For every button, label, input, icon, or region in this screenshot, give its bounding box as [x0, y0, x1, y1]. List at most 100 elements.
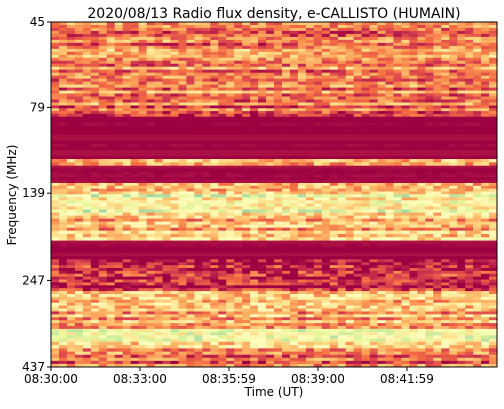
heatmap-cell [146, 197, 155, 201]
heatmap-cell [345, 180, 355, 184]
heatmap-cell [202, 48, 211, 53]
heatmap-cell [449, 224, 458, 229]
heatmap-cell [170, 84, 179, 88]
heatmap-cell [258, 125, 267, 130]
heatmap-cell [130, 276, 139, 280]
heatmap-cell [226, 143, 235, 148]
heatmap-cell [250, 180, 259, 184]
heatmap-cell [361, 102, 370, 106]
heatmap-cell [98, 230, 108, 235]
heatmap-cell [481, 63, 490, 68]
heatmap-cell [98, 72, 108, 77]
heatmap-cell [234, 60, 243, 65]
heatmap-cell [473, 262, 482, 266]
heatmap-cell [82, 140, 92, 145]
heatmap-cell [289, 111, 299, 115]
heatmap-cell [489, 146, 498, 151]
heatmap-cell [122, 140, 132, 145]
heatmap-cell [98, 183, 108, 187]
heatmap-cell [202, 218, 211, 223]
heatmap-cell [186, 162, 195, 167]
heatmap-cell [305, 39, 315, 44]
heatmap-cell [146, 282, 155, 286]
heatmap-cell [441, 174, 450, 178]
heatmap-cell [369, 221, 378, 226]
heatmap-cell [409, 237, 418, 241]
heatmap-cell [321, 149, 331, 154]
heatmap-cell [218, 72, 227, 77]
heatmap-cell [226, 27, 235, 32]
heatmap-cell [74, 273, 84, 278]
heatmap-cell [321, 60, 331, 65]
heatmap-cell [66, 111, 76, 115]
heatmap-cell [130, 183, 139, 187]
heatmap-cell [274, 69, 283, 74]
heatmap-cell [457, 200, 466, 204]
heatmap-cell [98, 131, 108, 136]
heatmap-cell [106, 131, 116, 136]
heatmap-cell [266, 249, 275, 254]
heatmap-cell [82, 90, 92, 94]
heatmap-cell [489, 259, 498, 263]
heatmap-cell [202, 230, 211, 235]
heatmap-cell [425, 78, 434, 83]
heatmap-cell [82, 218, 92, 223]
heatmap-cell [242, 218, 251, 223]
heatmap-cell [353, 128, 362, 133]
heatmap-cell [465, 279, 474, 283]
heatmap-cell [51, 218, 60, 223]
heatmap-cell [313, 243, 323, 248]
heatmap-cell [321, 87, 331, 91]
heatmap-cell [274, 137, 283, 142]
heatmap-cell [409, 177, 418, 181]
heatmap-cell [154, 113, 163, 118]
heatmap-cell [178, 60, 187, 65]
heatmap-cell [377, 72, 386, 77]
heatmap-cell [258, 188, 267, 192]
heatmap-cell [162, 230, 171, 235]
heatmap-cell [449, 22, 458, 26]
heatmap-cell [66, 265, 76, 269]
heatmap-cell [393, 63, 402, 68]
heatmap-cell [106, 256, 116, 260]
heatmap-cell [210, 209, 219, 214]
heatmap-cell [385, 36, 394, 41]
heatmap-cell [393, 246, 402, 251]
heatmap-cell [489, 273, 498, 278]
heatmap-cell [457, 224, 466, 229]
heatmap-cell [74, 78, 84, 83]
heatmap-cell [305, 96, 315, 100]
heatmap-cell [266, 156, 275, 160]
heatmap-cell [82, 265, 92, 269]
heatmap-cell [90, 209, 100, 214]
heatmap-cell [194, 191, 203, 195]
heatmap-cell [305, 230, 315, 235]
heatmap-cell [417, 33, 426, 38]
heatmap-cell [473, 66, 482, 71]
heatmap-cell [98, 33, 108, 38]
heatmap-cell [146, 256, 155, 260]
heatmap-cell [122, 42, 132, 47]
heatmap-cell [425, 227, 434, 232]
heatmap-cell [321, 209, 331, 214]
heatmap-cell [90, 203, 100, 207]
heatmap-cell [489, 45, 498, 50]
heatmap-cell [425, 218, 434, 223]
heatmap-cell [465, 66, 474, 71]
heatmap-cell [74, 22, 84, 26]
heatmap-cell [457, 45, 466, 50]
heatmap-cell [258, 268, 267, 272]
heatmap-cell [58, 177, 68, 181]
heatmap-cell [385, 66, 394, 71]
heatmap-cell [353, 78, 362, 83]
heatmap-cell [473, 45, 482, 50]
heatmap-cell [297, 84, 307, 88]
heatmap-cell [138, 24, 147, 29]
heatmap-cell [297, 36, 307, 41]
heatmap-cell [66, 39, 76, 44]
heatmap-cell [393, 285, 402, 289]
heatmap-cell [226, 99, 235, 103]
heatmap-cell [297, 128, 307, 133]
heatmap-cell [409, 168, 418, 172]
heatmap-cell [90, 221, 100, 226]
